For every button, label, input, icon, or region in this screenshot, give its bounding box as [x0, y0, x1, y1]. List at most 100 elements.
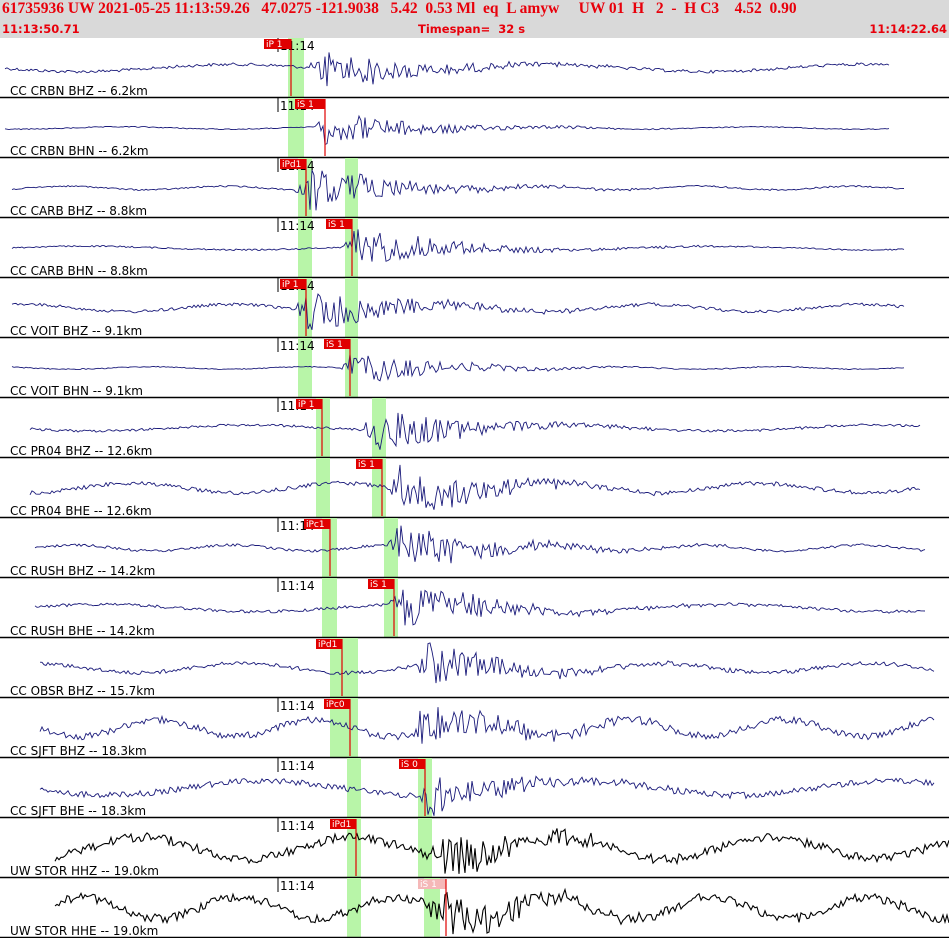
pick-label: iPd1: [332, 820, 351, 830]
waveform-trace: [11, 293, 905, 330]
pick-label: iPc0: [326, 700, 345, 710]
waveform-trace: [39, 642, 935, 684]
pick-label: iPd1: [282, 160, 301, 170]
channel-label: CC VOIT BHZ -- 9.1km: [10, 324, 142, 338]
channel-label: CC CARB BHN -- 8.8km: [10, 264, 148, 278]
pick-window: [345, 278, 358, 338]
pick-window: [298, 218, 312, 278]
pick-flag[interactable]: [280, 159, 306, 169]
trace-row[interactable]: 11:14 iS 1 UW STOR HHE -- 19.0km: [0, 878, 949, 938]
channel-label: CC VOIT BHN -- 9.1km: [10, 384, 143, 398]
pick-flag[interactable]: [330, 819, 356, 829]
waveform-trace: [4, 52, 890, 87]
trace-row[interactable]: 11:14iPd1CC CARB BHZ -- 8.8km: [0, 158, 949, 219]
channel-label: CC CRBN BHZ -- 6.2km: [10, 84, 148, 98]
pick-label: iS 0: [401, 760, 418, 770]
pick-label: iPd1: [318, 640, 337, 650]
pick-flag[interactable]: [418, 879, 446, 889]
waveform-trace: [54, 887, 949, 935]
start-time: 11:13:50.71: [2, 22, 80, 36]
channel-label: CC RUSH BHZ -- 14.2km: [10, 564, 155, 578]
pick-window: [316, 458, 330, 518]
event-header: 61735936 UW 2021-05-25 11:13:59.26 47.02…: [0, 0, 949, 38]
pick-window: [347, 818, 361, 878]
pick-flag[interactable]: [356, 459, 382, 469]
minute-marker-label: 11:14: [280, 219, 315, 233]
trace-row[interactable]: 11:14 iS 1 CC VOIT BHN -- 9.1km: [0, 338, 949, 399]
pick-flag[interactable]: [324, 699, 350, 709]
pick-window: [345, 158, 358, 218]
waveform-trace: [11, 169, 905, 211]
pick-label: iS 1: [297, 100, 314, 110]
trace-row[interactable]: 11:14 iPc0 CC SJFT BHZ -- 18.3km: [0, 698, 949, 759]
trace-row[interactable]: 11:14 iS 0 CC SJFT BHE -- 18.3km: [0, 758, 949, 819]
pick-label: iS 1: [420, 880, 437, 890]
pick-window: [384, 518, 398, 578]
waveform-trace: [34, 525, 926, 564]
channel-label: CC OBSR BHZ -- 15.7km: [10, 684, 155, 698]
channel-label: UW STOR HHE -- 19.0km: [10, 924, 158, 938]
trace-row[interactable]: iS 1 CC PR04 BHE -- 12.6km: [0, 458, 949, 519]
trace-row[interactable]: 11:14 iS 1 CC CARB BHN -- 8.8km: [0, 218, 949, 279]
waveform-trace: [54, 828, 949, 874]
pick-window: [288, 98, 302, 158]
waveform-trace: [39, 707, 935, 744]
event-title: 61735936 UW 2021-05-25 11:13:59.26 47.02…: [2, 0, 797, 17]
pick-label: iS 1: [358, 460, 375, 470]
pick-flag[interactable]: [324, 339, 350, 349]
pick-flag[interactable]: [368, 579, 394, 589]
pick-window: [418, 818, 432, 878]
channel-label: CC CARB BHZ -- 8.8km: [10, 204, 147, 218]
minute-marker-label: 11:14: [280, 699, 315, 713]
seismogram-panel[interactable]: 11:14 iP 1 CC CRBN BHZ -- 6.2km 11:14 iS 1 CC…: [0, 38, 949, 938]
waveform-trace: [34, 589, 926, 626]
pick-label: iP 1: [266, 40, 283, 50]
trace-row[interactable]: 11:14 iPd1 UW STOR HHZ -- 19.0km: [0, 818, 949, 879]
waveform-trace: [11, 229, 905, 262]
channel-label: CC SJFT BHE -- 18.3km: [10, 804, 146, 818]
channel-label: UW STOR HHZ -- 19.0km: [10, 864, 159, 878]
pick-flag[interactable]: [280, 279, 306, 289]
waveform-trace: [29, 412, 921, 450]
pick-label: iP 1: [282, 280, 299, 290]
waveform-trace: [11, 354, 905, 382]
pick-label: iS 1: [370, 580, 387, 590]
pick-flag[interactable]: [326, 219, 352, 229]
pick-window: [330, 638, 345, 698]
pick-label: iPc1: [306, 520, 325, 530]
pick-window: [330, 698, 345, 758]
minute-marker-label: 11:14: [280, 339, 315, 353]
trace-row[interactable]: 11:14 iS 1 CC RUSH BHE -- 14.2km: [0, 578, 949, 639]
pick-window: [298, 338, 312, 398]
channel-label: CC CRBN BHN -- 6.2km: [10, 144, 149, 158]
pick-label: iP 1: [298, 400, 315, 410]
pick-window: [344, 638, 358, 698]
waveform-trace: [29, 464, 921, 510]
channel-label: CC RUSH BHE -- 14.2km: [10, 624, 155, 638]
pick-window: [344, 698, 358, 758]
minute-marker-label: 11:14: [280, 879, 315, 893]
pick-flag[interactable]: [304, 519, 330, 529]
timespan-label: Timespan= 32 s: [418, 22, 526, 36]
pick-flag[interactable]: [295, 99, 325, 109]
minute-marker-label: 11:14: [280, 759, 315, 773]
pick-label: iS 1: [328, 220, 345, 230]
pick-flag[interactable]: [399, 759, 425, 769]
waveform-trace: [39, 775, 935, 816]
end-time: 11:14:22.64: [869, 22, 947, 36]
pick-flag[interactable]: [296, 399, 322, 409]
pick-flag[interactable]: [264, 39, 291, 49]
pick-window: [298, 278, 312, 338]
minute-marker-label: 11:14: [280, 819, 315, 833]
pick-flag[interactable]: [316, 639, 342, 649]
pick-window: [322, 578, 337, 638]
channel-label: CC SJFT BHZ -- 18.3km: [10, 744, 147, 758]
pick-label: iS 1: [326, 340, 343, 350]
trace-row[interactable]: iPd1 CC OBSR BHZ -- 15.7km: [0, 638, 949, 699]
minute-marker-label: 11:14: [280, 579, 315, 593]
